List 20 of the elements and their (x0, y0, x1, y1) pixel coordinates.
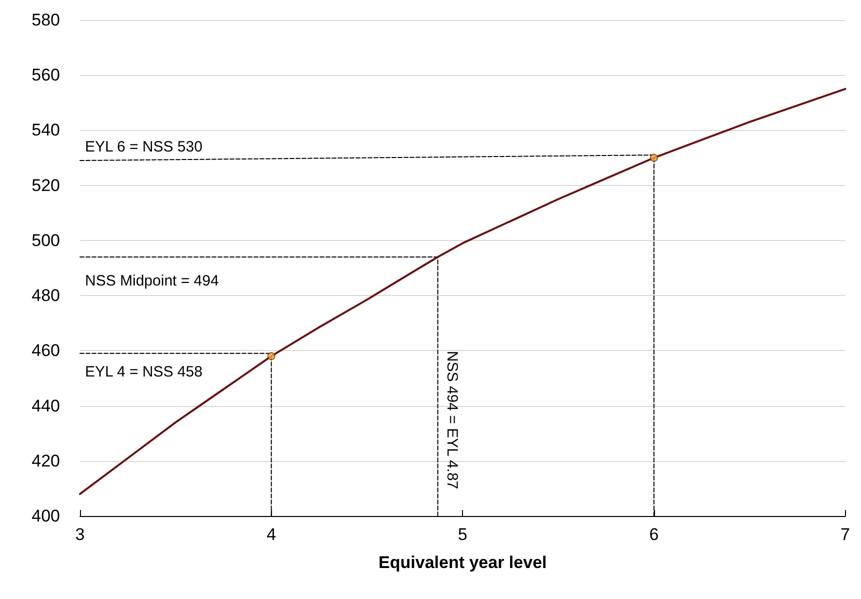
y-tick-label: 440 (32, 396, 60, 416)
y-tick-label: 420 (32, 451, 60, 470)
y-tick-label: 560 (32, 66, 60, 85)
y-tick-label: 400 (32, 506, 60, 526)
y-tick-label: 540 (32, 120, 60, 140)
x-tick-label: 5 (458, 525, 468, 544)
y-tick-label: 500 (32, 230, 60, 250)
annotation: NSS 494 = EYL 4.87 (444, 350, 460, 490)
y-tick-label: 520 (32, 176, 60, 195)
x-tick-label: 6 (649, 525, 659, 544)
x-tick-label: 7 (840, 525, 850, 544)
annotation: EYL 4 = NSS 458 (85, 364, 202, 380)
y-tick-label: 460 (32, 341, 60, 360)
x-axis-title: Equivalent year level (378, 553, 547, 572)
y-tick-label: 480 (32, 286, 60, 306)
annotation: EYL 6 = NSS 530 (85, 138, 202, 156)
y-tick-label: 580 (32, 10, 60, 30)
x-tick-label: 3 (75, 525, 85, 544)
annotation: NSS Midpoint = 494 (85, 272, 219, 290)
x-tick-label: 4 (266, 525, 276, 544)
